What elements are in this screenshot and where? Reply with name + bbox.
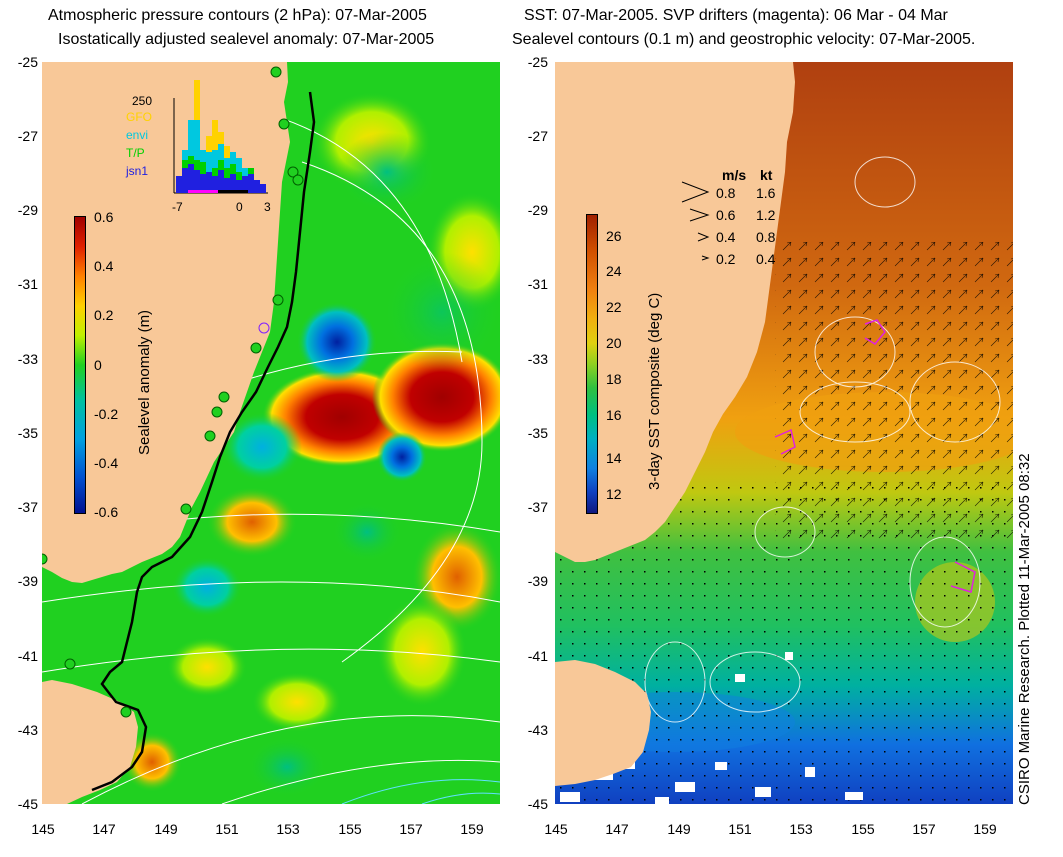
speed-legend-arrows: [681, 181, 710, 261]
left-lat-tick: -41: [17, 648, 38, 664]
right-lon-tick: 145: [544, 821, 568, 837]
speed-legend-ms: 0.8: [716, 185, 736, 201]
left-title-line1: Atmospheric pressure contours (2 hPa): 0…: [48, 7, 427, 24]
right-lat-tick: -27: [527, 128, 548, 144]
credit-text: CSIRO Marine Research. Plotted 11-Mar-20…: [1016, 453, 1033, 805]
right-lon-tick: 159: [973, 821, 997, 837]
left-lon-tick: 157: [399, 821, 423, 837]
left-lon-tick: 145: [31, 821, 55, 837]
right-lon-tick: 157: [912, 821, 936, 837]
left-lon-tick: 147: [92, 821, 116, 837]
histogram-legend-tp: T/P: [126, 146, 145, 160]
right-lat-tick: -25: [527, 54, 548, 70]
speed-legend-kt: 0.8: [756, 229, 776, 245]
right-lon-tick: 149: [667, 821, 691, 837]
speed-legend-kt: 1.6: [756, 185, 776, 201]
left-lat-tick: -35: [17, 425, 38, 441]
right-lat-tick: -41: [527, 648, 548, 664]
left-lat-tick: -33: [17, 351, 38, 367]
right-lon-tick: 147: [605, 821, 629, 837]
speed-legend-kt-header: kt: [760, 167, 773, 183]
left-lon-tick: 153: [276, 821, 300, 837]
sst-map: [555, 62, 1013, 804]
left-lat-tick: -39: [17, 573, 38, 589]
sealevel-colorbar-tick: 0: [94, 357, 102, 373]
right-lat-tick: -45: [527, 796, 548, 812]
sst-colorbar-tick: 16: [606, 407, 622, 423]
sealevel-colorbar: [74, 216, 86, 514]
sst-colorbar-tick: 18: [606, 371, 622, 387]
altimeter-histogram: [168, 80, 272, 200]
right-lat-tick: -35: [527, 425, 548, 441]
right-title-line1: SST: 07-Mar-2005. SVP drifters (magenta)…: [524, 7, 948, 24]
sealevel-anomaly-map: [42, 62, 500, 804]
left-lon-tick: 155: [338, 821, 362, 837]
left-lat-tick: -29: [17, 202, 38, 218]
left-lat-tick: -25: [17, 54, 38, 70]
left-lon-tick: 149: [154, 821, 178, 837]
left-lat-tick: -31: [17, 276, 38, 292]
right-lon-tick: 151: [728, 821, 752, 837]
histogram-x-tick: -7: [172, 200, 183, 214]
right-lon-tick: 155: [851, 821, 875, 837]
speed-legend-ms: 0.4: [716, 229, 736, 245]
sst-colorbar-tick: 14: [606, 450, 622, 466]
right-lon-tick: 153: [789, 821, 813, 837]
speed-legend-ms-header: m/s: [722, 167, 747, 183]
left-lat-tick: -45: [17, 796, 38, 812]
right-lat-tick: -43: [527, 722, 548, 738]
sst-colorbar-tick: 24: [606, 263, 622, 279]
histogram-legend-jsn1: jsn1: [126, 164, 149, 178]
sealevel-colorbar-tick: -0.2: [94, 406, 119, 422]
sealevel-colorbar-label: Sealevel anomaly (m): [136, 309, 153, 455]
right-lat-tick: -33: [527, 351, 548, 367]
right-lat-tick: -29: [527, 202, 548, 218]
histogram-x-tick: 3: [264, 200, 271, 214]
sst-colorbar: [586, 214, 598, 514]
sst-colorbar-tick: 20: [606, 335, 622, 351]
speed-legend-ms: 0.6: [716, 207, 736, 223]
sst-colorbar-tick: 22: [606, 299, 622, 315]
histogram-count-label: 250: [132, 94, 153, 108]
histogram-legend-gfo: GFO: [126, 110, 152, 124]
sst-colorbar-label: 3-day SST composite (deg C): [646, 292, 663, 490]
left-lat-tick: -43: [17, 722, 38, 738]
histogram-legend-envi: envi: [126, 128, 149, 142]
sealevel-colorbar-tick: -0.4: [94, 455, 119, 471]
sealevel-colorbar-tick: 0.6: [94, 209, 114, 225]
speed-legend-ms: 0.2: [716, 251, 736, 267]
speed-legend-kt: 1.2: [756, 207, 776, 223]
left-lat-tick: -27: [17, 128, 38, 144]
speed-legend-kt: 0.4: [756, 251, 776, 267]
sst-colorbar-tick: 12: [606, 486, 622, 502]
right-lat-tick: -39: [527, 573, 548, 589]
left-title-line2: Isostatically adjusted sealevel anomaly:…: [58, 31, 435, 48]
left-lon-tick: 159: [460, 821, 484, 837]
right-lat-tick: -37: [527, 499, 548, 515]
right-title-line2: Sealevel contours (0.1 m) and geostrophi…: [512, 31, 976, 48]
sealevel-colorbar-tick: -0.6: [94, 504, 119, 520]
sst-colorbar-tick: 26: [606, 228, 622, 244]
histogram-x-tick: 0: [236, 200, 243, 214]
left-lat-tick: -37: [17, 499, 38, 515]
left-lon-tick: 151: [215, 821, 239, 837]
right-lat-tick: -31: [527, 276, 548, 292]
sealevel-colorbar-tick: 0.4: [94, 258, 114, 274]
sealevel-colorbar-tick: 0.2: [94, 307, 114, 323]
